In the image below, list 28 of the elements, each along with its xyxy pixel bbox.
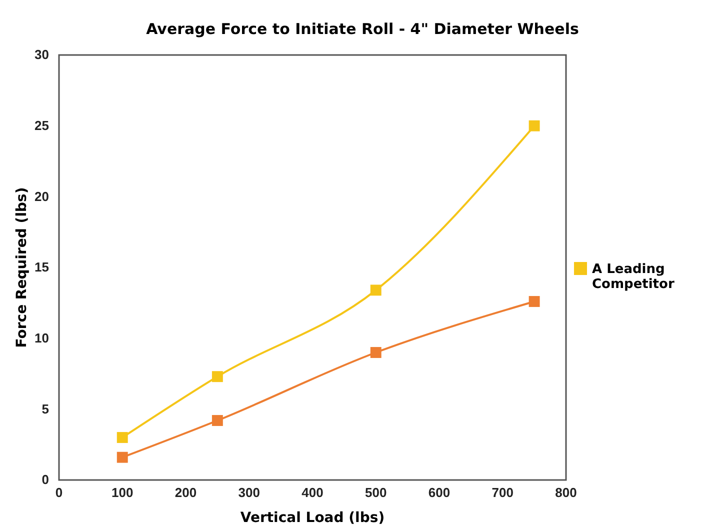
point [528,120,540,132]
point [370,347,382,358]
point [116,452,128,463]
x-tick-label: 600 [428,485,450,500]
point [212,415,223,426]
x-tick-label: 100 [112,485,134,500]
x-tick-label: 700 [492,485,514,500]
x-tick-label: 300 [238,485,260,500]
y-tick-label: 10 [34,330,49,346]
y-tick-label: 5 [42,401,49,416]
y-tick-label: 15 [34,260,49,275]
point [370,284,382,296]
x-axis-title: Vertical Load (lbs) [240,510,385,526]
x-tick-label: 500 [365,485,387,500]
point [116,432,128,443]
x-tick-label: 800 [555,485,577,500]
legend-label: A Leading Competitor [592,262,675,292]
chart-title: Average Force to Initiate Roll - 4" Diameter Wheels [146,20,579,38]
point [212,371,223,382]
y-tick-label: 30 [34,47,49,62]
y-tick-label: 0 [42,472,49,488]
y-axis-title: Force Required (lbs) [14,187,30,348]
x-tick-label: 400 [302,485,324,500]
y-tick-label: 25 [34,118,49,133]
x-tick-label: 200 [174,485,197,500]
point [528,296,540,307]
y-tick-label: 20 [34,188,49,204]
x-tick-label: 0 [55,485,63,500]
